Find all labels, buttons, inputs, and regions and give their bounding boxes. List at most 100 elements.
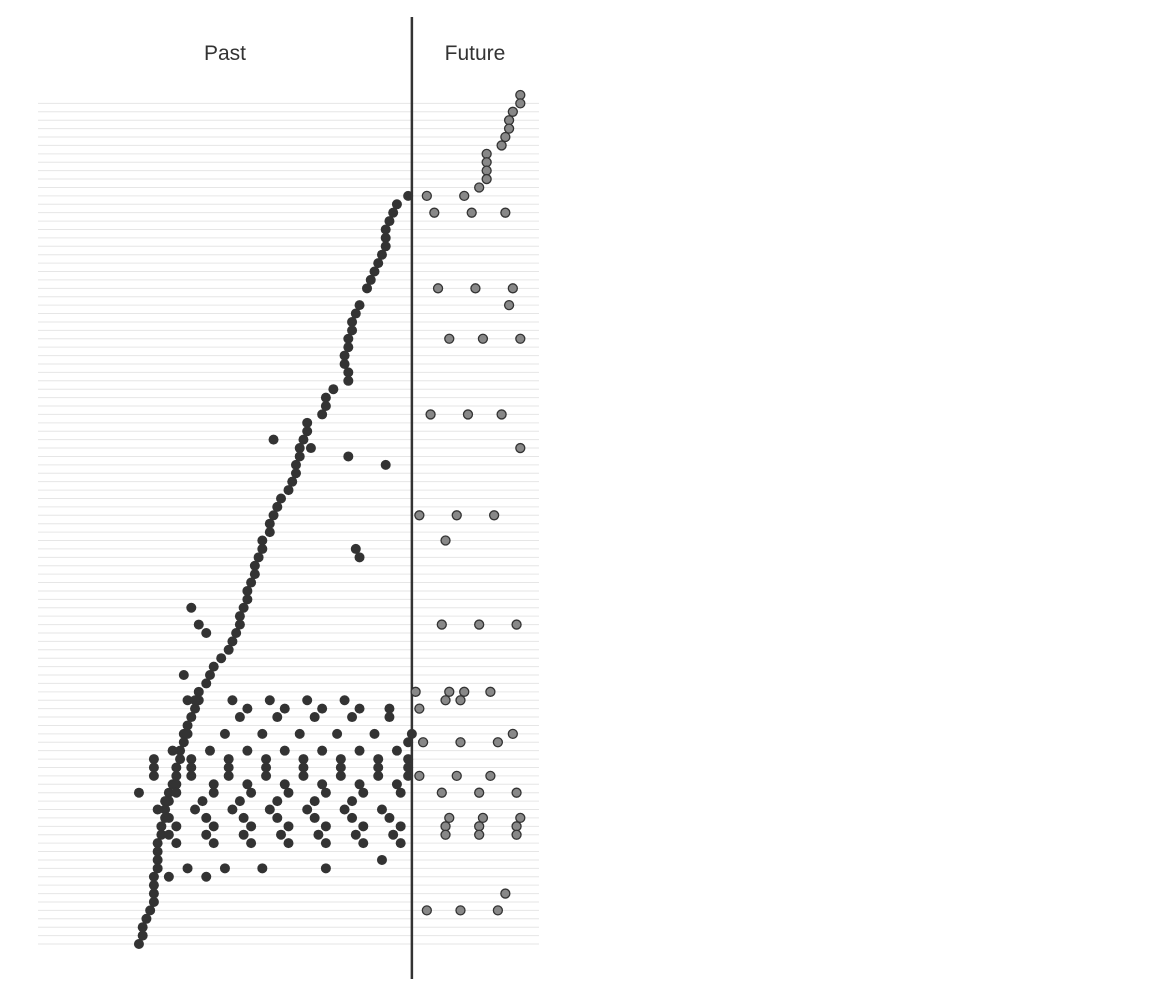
future-event-point bbox=[414, 510, 425, 521]
past-event-point bbox=[186, 770, 197, 781]
past-event-point bbox=[347, 325, 358, 336]
future-event-point bbox=[507, 283, 518, 294]
past-event-point bbox=[163, 871, 174, 882]
past-event-point bbox=[294, 451, 305, 462]
future-event-point bbox=[414, 770, 425, 782]
past-event-point bbox=[354, 779, 365, 790]
past-event-point bbox=[223, 754, 234, 765]
past-event-point bbox=[320, 821, 331, 832]
past-event-point bbox=[261, 762, 272, 773]
past-event-point bbox=[380, 241, 391, 252]
past-event-point bbox=[156, 829, 167, 840]
past-event-point bbox=[305, 443, 316, 454]
past-event-point bbox=[223, 762, 234, 773]
past-event-point bbox=[376, 804, 387, 815]
past-event-point bbox=[335, 754, 346, 765]
past-event-point bbox=[182, 720, 193, 731]
past-event-point bbox=[388, 207, 399, 218]
past-event-point bbox=[272, 796, 283, 807]
future-event-point bbox=[440, 829, 451, 840]
past-event-point bbox=[133, 939, 144, 949]
past-event-point bbox=[384, 703, 395, 714]
past-event-point bbox=[264, 527, 275, 538]
past-event-point bbox=[373, 762, 384, 773]
future-event-point bbox=[455, 905, 466, 916]
past-event-point bbox=[354, 745, 365, 756]
past-event-point bbox=[249, 569, 260, 580]
past-event-point bbox=[384, 712, 395, 723]
past-event-point bbox=[242, 779, 253, 790]
future-event-point bbox=[500, 131, 511, 143]
past-event-point bbox=[354, 300, 365, 311]
past-event-point bbox=[298, 754, 309, 765]
past-event-point bbox=[395, 838, 406, 849]
past-event-point bbox=[163, 812, 174, 823]
past-event-point bbox=[160, 796, 171, 807]
past-event-point bbox=[343, 451, 354, 462]
past-event-point bbox=[317, 703, 328, 714]
past-event-point bbox=[298, 762, 309, 773]
past-event-point bbox=[257, 543, 268, 554]
past-event-point bbox=[317, 779, 328, 790]
past-event-point bbox=[175, 754, 186, 765]
past-event-point bbox=[152, 863, 163, 874]
past-event-point bbox=[171, 838, 182, 849]
future-label: Future bbox=[445, 42, 506, 65]
future-event-point bbox=[451, 510, 462, 521]
past-event-point bbox=[186, 762, 197, 773]
past-event-point bbox=[246, 577, 257, 588]
past-event-point bbox=[339, 350, 350, 361]
past-event-point bbox=[335, 762, 346, 773]
past-event-point bbox=[358, 838, 369, 849]
past-event-point bbox=[328, 384, 339, 395]
future-event-point bbox=[485, 770, 496, 782]
future-event-point bbox=[414, 703, 425, 714]
past-event-point bbox=[148, 896, 159, 907]
future-event-point bbox=[474, 619, 485, 630]
past-event-point bbox=[152, 838, 163, 849]
past-event-point bbox=[204, 670, 215, 681]
past-event-point bbox=[246, 838, 257, 849]
past-event-point bbox=[347, 316, 358, 327]
past-event-point bbox=[227, 695, 238, 706]
past-event-point bbox=[208, 838, 219, 849]
past-event-point bbox=[309, 712, 320, 723]
past-event-point bbox=[197, 796, 208, 807]
past-event-point bbox=[339, 804, 350, 815]
future-event-point bbox=[455, 695, 466, 706]
future-event-point bbox=[515, 812, 526, 824]
past-event-point bbox=[294, 728, 305, 739]
past-event-point bbox=[373, 258, 384, 269]
past-event-point bbox=[160, 804, 171, 815]
past-event-point bbox=[231, 627, 242, 638]
future-event-point bbox=[444, 812, 455, 824]
past-event-point bbox=[234, 796, 245, 807]
past-label: Past bbox=[204, 42, 246, 65]
future-event-point bbox=[459, 190, 470, 202]
past-event-point bbox=[376, 854, 387, 865]
past-event-point bbox=[391, 745, 402, 756]
future-event-point bbox=[462, 409, 474, 420]
past-event-point bbox=[175, 745, 186, 756]
future-event-point bbox=[470, 283, 481, 294]
future-event-point bbox=[440, 821, 451, 832]
past-event-point bbox=[182, 863, 193, 874]
future-event-point bbox=[496, 409, 507, 420]
past-event-point bbox=[137, 930, 148, 941]
future-event-point bbox=[511, 787, 522, 798]
past-event-point bbox=[343, 342, 354, 353]
future-series bbox=[410, 89, 526, 916]
past-event-point bbox=[317, 745, 328, 756]
past-event-point bbox=[190, 695, 201, 706]
past-event-point bbox=[362, 283, 373, 294]
past-event-point bbox=[219, 728, 230, 739]
past-event-point bbox=[279, 745, 290, 756]
past-event-point bbox=[320, 838, 331, 849]
past-event-point bbox=[186, 754, 197, 765]
past-event-point bbox=[343, 375, 354, 386]
future-event-point bbox=[421, 190, 432, 202]
future-event-point bbox=[481, 165, 492, 176]
past-event-point bbox=[283, 821, 294, 832]
past-event-point bbox=[227, 804, 238, 815]
past-event-point bbox=[152, 854, 163, 865]
